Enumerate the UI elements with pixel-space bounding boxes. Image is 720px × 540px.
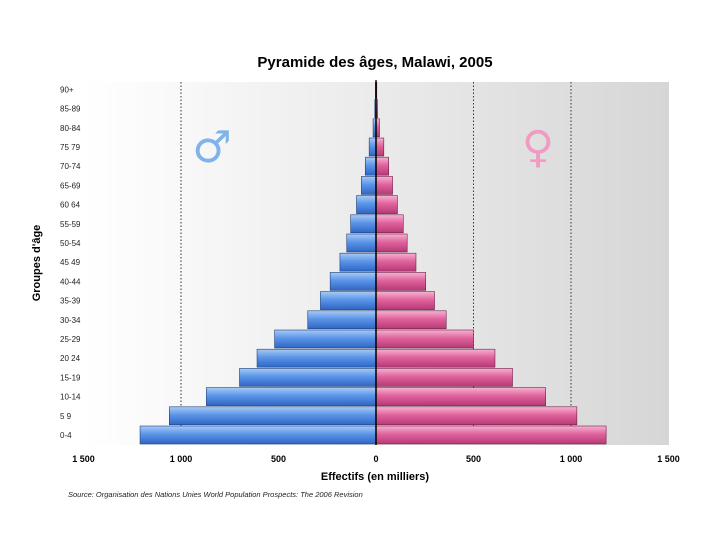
chart-title: Pyramide des âges, Malawi, 2005 (257, 54, 492, 71)
bar-female-20-24 (375, 348, 496, 368)
female-symbol-icon: ♀ (522, 122, 554, 173)
bar-male-25-29 (274, 329, 377, 349)
bar-female-0-4 (375, 425, 607, 445)
x-tick-label: 1 000 (560, 454, 583, 464)
bar-female-50-54 (375, 233, 408, 253)
x-tick-label: 1 500 (657, 454, 680, 464)
category-label-10-14: 10-14 (60, 393, 81, 402)
bar-female-10-14 (375, 387, 546, 406)
category-label-35-39: 35-39 (60, 297, 81, 306)
category-label-5-9: 5 9 (60, 412, 72, 421)
category-label-50-54: 50-54 (60, 239, 81, 248)
bar-female-15-19 (375, 368, 513, 387)
y-axis-title: Groupes d'âge (31, 225, 43, 302)
bar-female-70-74 (375, 156, 389, 176)
category-label-75-79: 75 79 (60, 143, 81, 152)
bar-female-5-9 (375, 406, 578, 426)
bar-male-45-49 (339, 252, 377, 272)
bar-male-10-14 (206, 387, 377, 406)
x-axis-title: Effectifs (en milliers) (321, 471, 430, 483)
bar-female-60-64 (375, 195, 398, 214)
bar-male-50-54 (346, 233, 377, 253)
bar-male-55-59 (350, 214, 377, 234)
x-tick-label: 0 (373, 454, 378, 464)
category-label-80-84: 80-84 (60, 124, 81, 133)
male-symbol-icon: ♂ (192, 122, 231, 173)
bar-female-45-49 (375, 252, 417, 272)
x-tick-label: 1 000 (170, 454, 193, 464)
category-label-85-89: 85-89 (60, 105, 81, 114)
x-tick-label: 1 500 (72, 454, 95, 464)
category-label-0-4: 0-4 (60, 431, 72, 440)
bar-female-55-59 (375, 214, 404, 234)
category-label-55-59: 55-59 (60, 220, 81, 229)
bar-male-65-69 (361, 176, 377, 195)
category-label-45-49: 45 49 (60, 258, 81, 267)
bar-female-25-29 (375, 329, 474, 349)
category-label-90+: 90+ (60, 85, 74, 94)
bar-male-30-34 (307, 310, 377, 330)
bar-male-35-39 (320, 291, 377, 310)
x-tick-label: 500 (271, 454, 286, 464)
bar-male-60-64 (356, 195, 377, 214)
category-label-15-19: 15-19 (60, 373, 81, 382)
category-label-70-74: 70-74 (60, 162, 81, 171)
bar-female-65-69 (375, 176, 393, 195)
category-label-65-69: 65-69 (60, 181, 81, 190)
category-label-60-64: 60 64 (60, 201, 81, 210)
category-label-30-34: 30-34 (60, 316, 81, 325)
category-label-20-24: 20 24 (60, 354, 81, 363)
bar-male-0-4 (139, 425, 377, 445)
category-label-25-29: 25-29 (60, 335, 81, 344)
bar-male-5-9 (169, 406, 377, 426)
bar-female-40-44 (375, 272, 427, 291)
bar-male-15-19 (239, 368, 377, 387)
bar-male-20-24 (256, 348, 377, 368)
bar-female-30-34 (375, 310, 447, 330)
bar-male-75-79 (368, 137, 377, 157)
bar-male-40-44 (329, 272, 377, 291)
category-label-40-44: 40-44 (60, 277, 81, 286)
bar-female-75-79 (375, 137, 385, 157)
x-tick-labels: 1 500 1 000 500 0 500 1 000 1 500 (72, 454, 680, 464)
bar-female-35-39 (375, 291, 435, 310)
bars-layer (139, 80, 607, 445)
x-tick-label: 500 (466, 454, 481, 464)
source-note: Source: Organisation des Nations Unies W… (68, 490, 363, 499)
bar-male-70-74 (364, 156, 377, 176)
category-labels: 0-4 5 9 10-14 15-19 20 24 25-29 30-34 35-39 40-4… (60, 85, 81, 440)
